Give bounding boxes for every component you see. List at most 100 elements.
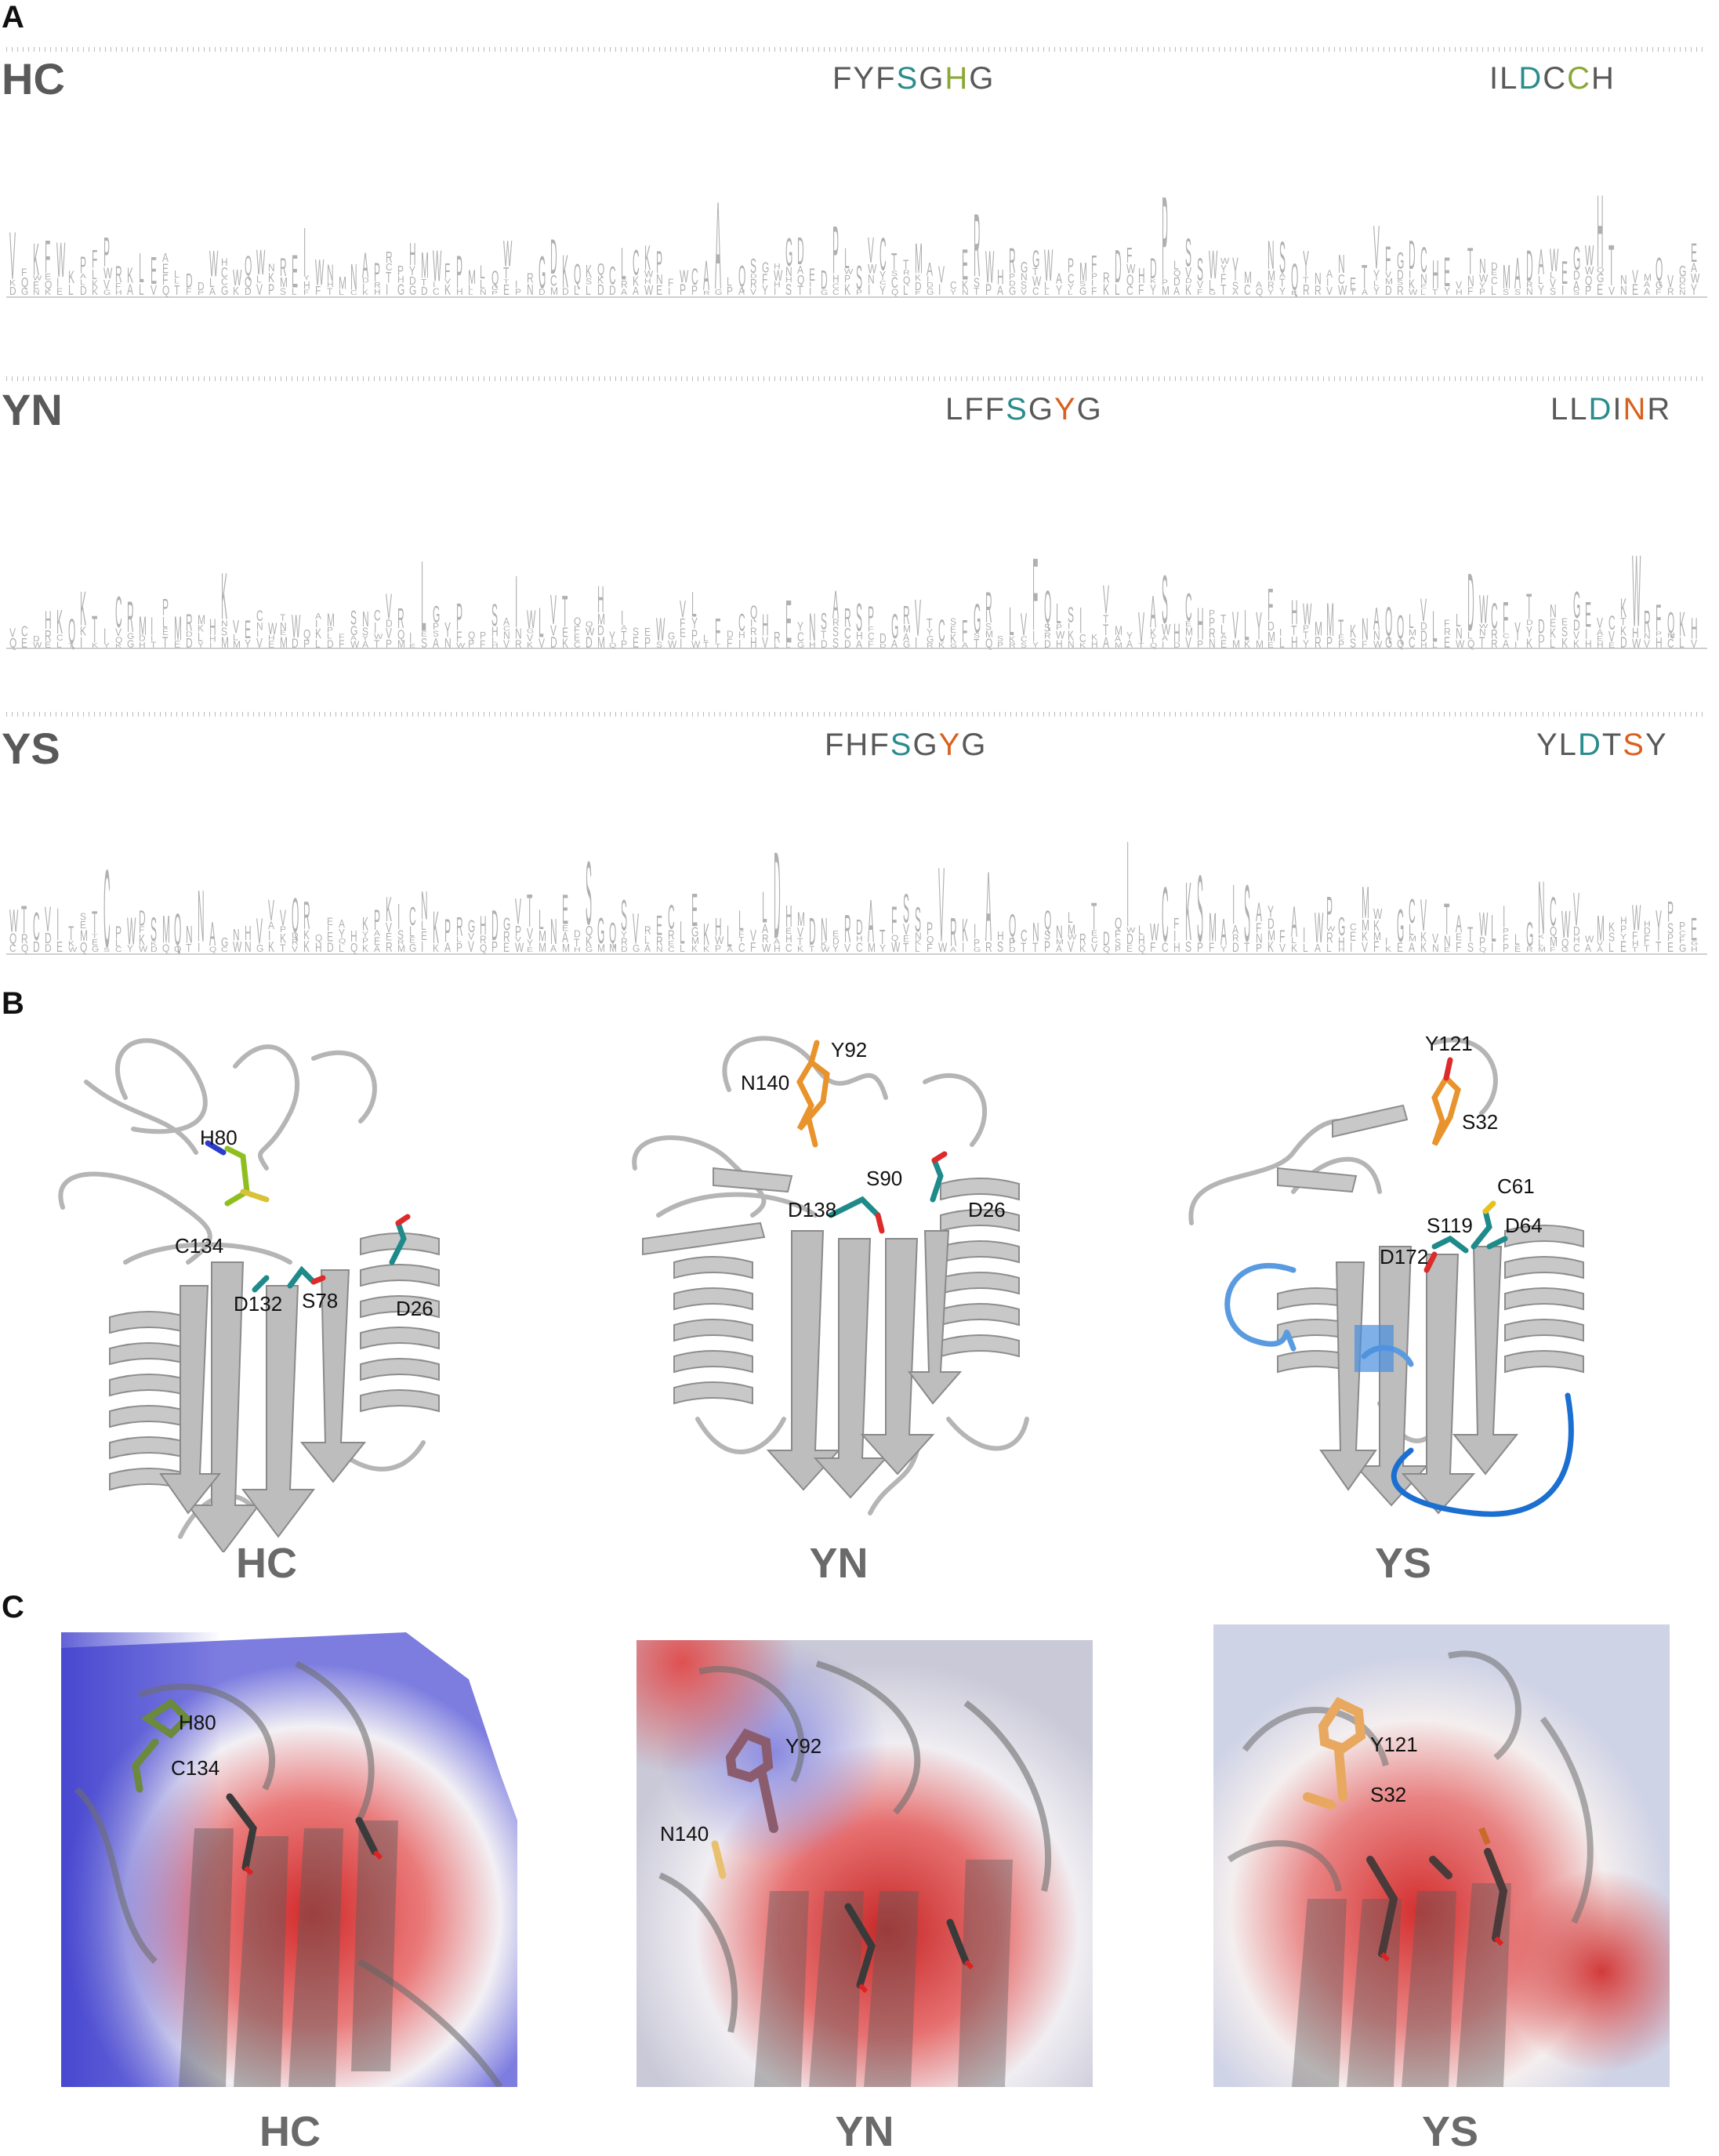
- logo-letter: E: [1691, 912, 1697, 948]
- motif-residue: H: [1591, 61, 1616, 96]
- logo-letter: D: [33, 635, 40, 644]
- logo-letter: W: [1315, 905, 1324, 953]
- logo-letter: P: [103, 229, 110, 275]
- logo-letter: Q: [115, 635, 122, 645]
- logo-letter: C: [1079, 632, 1086, 644]
- logo-letter: D: [856, 914, 863, 940]
- logo-letter: G: [503, 913, 510, 934]
- logo-letter: C: [738, 942, 745, 955]
- logo-letter: K: [280, 932, 286, 946]
- logo-letter: Q: [1115, 914, 1122, 932]
- logo-letter: C: [1162, 941, 1169, 955]
- logo-letter: M: [1244, 269, 1252, 287]
- logo-letter: Q: [1103, 946, 1111, 954]
- logo-letter: S: [221, 625, 227, 637]
- logo-letter: D: [1185, 278, 1192, 285]
- logo-letter: A: [1373, 602, 1380, 637]
- logo-letter: M: [985, 629, 993, 640]
- logo-letter: E: [633, 635, 639, 651]
- logo-letter: M: [1267, 269, 1275, 285]
- logo-letter: R: [1491, 628, 1498, 642]
- logo-letter: A: [1162, 634, 1168, 642]
- logo-letter: F: [1267, 579, 1273, 630]
- logo-letter: L: [174, 278, 180, 285]
- logo-letter: S: [350, 608, 357, 630]
- logo-letter: P: [1115, 946, 1121, 953]
- logo-letter: H: [397, 274, 404, 285]
- logo-letter: K: [303, 938, 310, 955]
- logo-letter: I: [386, 281, 388, 298]
- logo-letter: S: [397, 927, 404, 942]
- logo-letter: L: [1068, 290, 1073, 296]
- logo-letter: I: [374, 619, 376, 637]
- logo-letter: E: [327, 915, 333, 927]
- logo-letter: A: [1115, 635, 1121, 644]
- logo-letter: H: [574, 947, 581, 954]
- logo-letter: Y: [198, 641, 205, 650]
- logo-letter: Y: [303, 275, 310, 281]
- logo-letter: E: [1561, 254, 1568, 292]
- logo-letter: Y: [1656, 902, 1662, 950]
- logo-letter: Q: [750, 603, 757, 624]
- logo-letter: G: [92, 946, 99, 954]
- logo-letter: N: [1550, 601, 1557, 622]
- logo-letter: S: [974, 276, 980, 290]
- logo-letter: M: [174, 609, 182, 648]
- logo-letter: G: [1573, 239, 1580, 278]
- logo-letter: A: [644, 942, 651, 954]
- logo-letter: N: [1032, 918, 1039, 947]
- logo-letter: I: [303, 215, 306, 291]
- logo-letter: N: [1526, 286, 1533, 297]
- logo-letter: A: [797, 263, 804, 277]
- logo-letter: G: [1079, 285, 1086, 297]
- logo-letter: M: [609, 942, 617, 954]
- logo-letter: N: [186, 921, 193, 949]
- logo-letter: T: [280, 612, 285, 623]
- logo-letter: W: [1585, 239, 1594, 272]
- logo-letter: S: [1667, 921, 1674, 937]
- logo-letter: V: [1068, 938, 1074, 955]
- logo-letter: D: [198, 280, 205, 292]
- logo-letter: A: [762, 922, 768, 936]
- logo-letter: G: [527, 628, 534, 634]
- logo-letter: M: [339, 273, 346, 292]
- logo-letter: R: [386, 249, 393, 267]
- logo-letter: T: [1032, 267, 1039, 278]
- logo-letter: D: [292, 931, 299, 939]
- logo-letter: R: [1103, 270, 1110, 286]
- logo-letter: P: [491, 940, 498, 955]
- logo-letter: M: [797, 909, 805, 931]
- logo-letter: C: [668, 946, 675, 953]
- logo-letter: G: [127, 637, 134, 650]
- logo-letter: M: [1267, 928, 1275, 944]
- logo-letter: M: [597, 634, 605, 651]
- logo-letter: N: [198, 877, 205, 955]
- logo-letter: E: [656, 283, 662, 298]
- logo-letter: A: [209, 915, 216, 953]
- logo-letter: C: [409, 903, 416, 931]
- logo-letter: D: [1009, 947, 1016, 954]
- motif-hc-1: FYFSGHG: [832, 61, 995, 96]
- logo-letter: D: [915, 280, 922, 293]
- logo-letter: L: [1303, 942, 1308, 954]
- logo-letter: M: [597, 942, 605, 954]
- logo-letter: L: [727, 920, 732, 954]
- logo-letter: D: [1009, 279, 1016, 287]
- logo-letter: G: [409, 942, 416, 954]
- logo-letter: W: [1585, 264, 1594, 277]
- logo-letter: G: [1021, 260, 1028, 276]
- logo-letter: N: [1315, 270, 1322, 288]
- logo-letter: N: [503, 629, 510, 641]
- logo-letter: V: [268, 893, 274, 927]
- logo-letter: S: [1573, 290, 1579, 296]
- logo-letter: T: [1350, 290, 1356, 297]
- logo-letter: I: [56, 898, 59, 949]
- logo-letter: D: [1232, 941, 1239, 955]
- logo-letter: I: [1232, 873, 1235, 936]
- logo-letter: D: [609, 284, 616, 298]
- residue-label: S119: [1427, 1214, 1473, 1237]
- logo-letter: R: [974, 197, 981, 296]
- logo-letter: D: [832, 935, 840, 946]
- logo-letter: R: [927, 643, 934, 650]
- logo-letter: P: [280, 925, 286, 934]
